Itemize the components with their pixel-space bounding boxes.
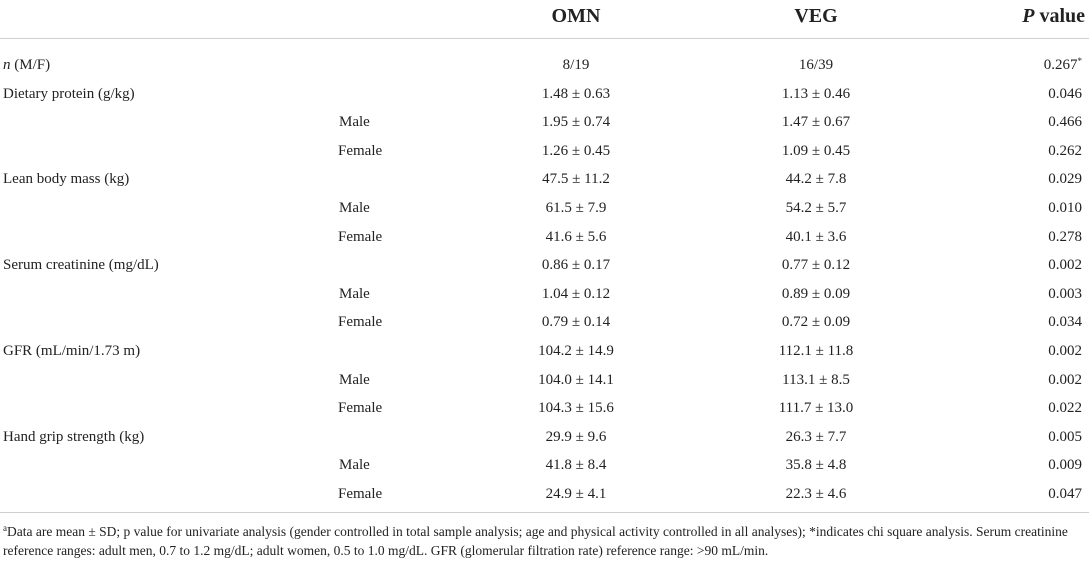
cell-p-value: 0.267* xyxy=(1044,51,1082,80)
table-row: Female 104.3 ± 15.6 111.7 ± 13.0 0.022 xyxy=(0,394,1089,423)
row-sublabel: Male xyxy=(339,199,370,216)
cell-omn: 1.26 ± 0.45 xyxy=(541,142,611,159)
footnote-text: Data are mean ± SD; p value for univaria… xyxy=(3,524,1068,558)
header-p-word: value xyxy=(1034,5,1085,27)
table-row: Female 24.9 ± 4.1 22.3 ± 4.6 0.047 xyxy=(0,480,1089,509)
table-row: Male 104.0 ± 14.1 113.1 ± 8.5 0.002 xyxy=(0,366,1089,395)
cell-omn: 104.0 ± 14.1 xyxy=(538,371,614,388)
cell-omn: 61.5 ± 7.9 xyxy=(545,199,607,216)
cell-veg: 0.89 ± 0.09 xyxy=(781,285,851,302)
header-omn: OMN xyxy=(551,5,601,27)
cell-veg: 26.3 ± 7.7 xyxy=(785,428,847,445)
cell-p-value: 0.002 xyxy=(1048,371,1082,388)
cell-p-value: 0.278 xyxy=(1048,228,1082,245)
cell-omn: 0.79 ± 0.14 xyxy=(541,314,611,331)
header-veg: VEG xyxy=(794,5,838,27)
row-sublabel: Male xyxy=(339,285,370,302)
cell-p-value: 0.046 xyxy=(1048,85,1082,102)
row-label: Lean body mass (kg) xyxy=(3,171,130,188)
cell-veg: 1.09 ± 0.45 xyxy=(781,142,851,159)
row-sublabel: Female xyxy=(338,314,383,331)
row-label: Serum creatinine (mg/dL) xyxy=(3,257,159,274)
table-row: Male 1.95 ± 0.74 1.47 ± 0.67 0.466 xyxy=(0,108,1089,137)
row-sublabel: Female xyxy=(338,400,383,417)
table-body: n (M/F) 8/19 16/39 0.267* Dietary protei… xyxy=(0,39,1089,509)
cell-p-value: 0.003 xyxy=(1048,285,1082,302)
row-label-suffix: (M/F) xyxy=(10,57,51,73)
cell-veg: 35.8 ± 4.8 xyxy=(785,457,847,474)
row-label: n (M/F) xyxy=(3,51,50,80)
cell-omn: 47.5 ± 11.2 xyxy=(542,171,610,188)
table-row: Serum creatinine (mg/dL) 0.86 ± 0.17 0.77 … xyxy=(0,251,1089,280)
footnote-mark: a xyxy=(3,523,7,533)
cell-omn: 104.3 ± 15.6 xyxy=(538,400,614,417)
cell-omn: 8/19 xyxy=(562,57,590,73)
cell-p-value: 0.029 xyxy=(1048,171,1082,188)
table-row: Dietary protein (g/kg) 1.48 ± 0.63 1.13 ± … xyxy=(0,80,1089,109)
cell-p-value: 0.466 xyxy=(1048,114,1082,131)
table-header: OMN VEG P value xyxy=(0,0,1089,39)
cell-omn: 1.04 ± 0.12 xyxy=(541,285,611,302)
cell-veg: 0.72 ± 0.09 xyxy=(781,314,851,331)
table-row: Lean body mass (kg) 47.5 ± 11.2 44.2 ± 7.8… xyxy=(0,165,1089,194)
table-row: n (M/F) 8/19 16/39 0.267* xyxy=(0,51,1089,80)
cell-omn: 29.9 ± 9.6 xyxy=(545,428,607,445)
cell-omn: 0.86 ± 0.17 xyxy=(541,257,611,274)
table-footnote: aData are mean ± SD; p value for univari… xyxy=(0,512,1089,560)
cell-omn: 1.48 ± 0.63 xyxy=(541,85,611,102)
row-label: Hand grip strength (kg) xyxy=(3,428,145,445)
row-sublabel: Female xyxy=(338,228,383,245)
row-label: Dietary protein (g/kg) xyxy=(3,85,135,102)
cell-veg: 112.1 ± 11.8 xyxy=(778,342,854,359)
table-row: Male 1.04 ± 0.12 0.89 ± 0.09 0.003 xyxy=(0,280,1089,309)
table-row: Male 41.8 ± 8.4 35.8 ± 4.8 0.009 xyxy=(0,451,1089,480)
cell-omn: 1.95 ± 0.74 xyxy=(541,114,611,131)
row-sublabel: Female xyxy=(338,142,383,159)
row-label-n: n xyxy=(3,57,11,73)
table-row: Male 61.5 ± 7.9 54.2 ± 5.7 0.010 xyxy=(0,194,1089,223)
header-p-value: P value xyxy=(1022,4,1085,28)
cell-omn: 41.6 ± 5.6 xyxy=(545,228,607,245)
cell-omn: 24.9 ± 4.1 xyxy=(545,485,607,502)
row-sublabel: Male xyxy=(339,114,370,131)
cell-veg: 54.2 ± 5.7 xyxy=(785,199,847,216)
row-sublabel: Male xyxy=(339,371,370,388)
cell-veg: 40.1 ± 3.6 xyxy=(785,228,847,245)
cell-p-value: 0.002 xyxy=(1048,342,1082,359)
cell-p-value: 0.002 xyxy=(1048,257,1082,274)
cell-veg: 44.2 ± 7.8 xyxy=(785,171,847,188)
data-table: OMN VEG P value n (M/F) 8/19 16/39 0.267… xyxy=(0,0,1089,509)
cell-veg: 16/39 xyxy=(798,57,834,73)
cell-omn: 41.8 ± 8.4 xyxy=(545,457,607,474)
chi-square-mark: * xyxy=(1077,56,1083,66)
cell-p-value: 0.047 xyxy=(1048,485,1082,502)
cell-p-value: 0.005 xyxy=(1048,428,1082,445)
cell-p-number: 0.267 xyxy=(1043,57,1078,73)
cell-omn: 104.2 ± 14.9 xyxy=(538,342,614,359)
table-row: Female 41.6 ± 5.6 40.1 ± 3.6 0.278 xyxy=(0,223,1089,252)
table-row: Female 1.26 ± 0.45 1.09 ± 0.45 0.262 xyxy=(0,137,1089,166)
cell-p-value: 0.034 xyxy=(1048,314,1082,331)
header-p-letter: P xyxy=(1022,5,1035,27)
cell-veg: 1.47 ± 0.67 xyxy=(781,114,851,131)
table-row: Hand grip strength (kg) 29.9 ± 9.6 26.3 ± … xyxy=(0,423,1089,452)
row-label: GFR (mL/min/1.73 m) xyxy=(3,342,141,359)
cell-p-value: 0.262 xyxy=(1048,142,1082,159)
cell-veg: 22.3 ± 4.6 xyxy=(785,485,847,502)
cell-veg: 1.13 ± 0.46 xyxy=(781,85,851,102)
row-sublabel: Male xyxy=(339,457,370,474)
cell-veg: 0.77 ± 0.12 xyxy=(781,257,851,274)
cell-veg: 111.7 ± 13.0 xyxy=(778,400,854,417)
cell-p-value: 0.009 xyxy=(1048,457,1082,474)
row-sublabel: Female xyxy=(338,485,383,502)
cell-p-value: 0.022 xyxy=(1048,400,1082,417)
cell-veg: 113.1 ± 8.5 xyxy=(782,371,850,388)
table-row: GFR (mL/min/1.73 m) 104.2 ± 14.9 112.1 ± 1… xyxy=(0,337,1089,366)
cell-p-value: 0.010 xyxy=(1048,199,1082,216)
table-row: Female 0.79 ± 0.14 0.72 ± 0.09 0.034 xyxy=(0,308,1089,337)
